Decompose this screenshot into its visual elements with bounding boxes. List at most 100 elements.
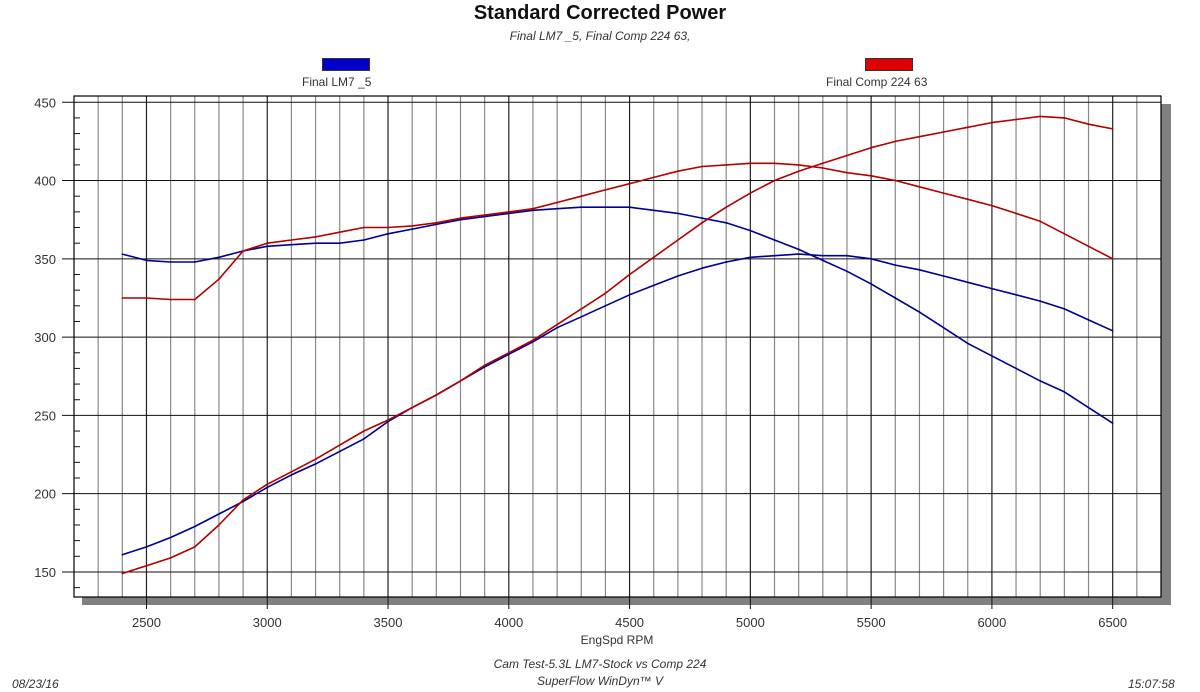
data-point [991, 204, 993, 207]
data-point [314, 236, 317, 238]
data-point [749, 256, 752, 259]
data-point [580, 195, 583, 197]
data-point [797, 170, 800, 172]
data-point [387, 419, 389, 421]
data-point [314, 458, 317, 461]
data-point [1015, 294, 1017, 296]
data-point [991, 121, 993, 124]
data-point [1039, 300, 1042, 302]
data-point [966, 198, 969, 201]
y-tick-label: 350 [34, 252, 56, 267]
plot-border [73, 95, 1162, 598]
legend-label-lm7: Final LM7 _5 [302, 75, 372, 89]
data-point [628, 182, 631, 185]
data-point [942, 192, 945, 194]
data-point [338, 242, 341, 244]
data-point [652, 209, 655, 212]
x-tick-label: 2500 [132, 615, 161, 630]
data-point [628, 273, 631, 276]
data-point [677, 170, 679, 172]
x-tick-label: 4500 [615, 615, 644, 630]
y-tick-label: 250 [34, 408, 56, 423]
data-point [169, 298, 172, 301]
data-point [363, 430, 365, 432]
footer-time: 15:07:58 [1128, 677, 1175, 691]
data-point [870, 175, 872, 177]
data-point [701, 217, 703, 219]
data-point [314, 242, 317, 244]
series-line-lm7-torque [122, 206, 1114, 424]
data-point [483, 215, 486, 218]
data-point [1039, 380, 1042, 382]
data-point [483, 364, 486, 367]
data-point [459, 218, 462, 221]
data-point [145, 546, 148, 548]
data-point [604, 189, 607, 191]
data-point [411, 225, 413, 227]
grid-lines [62, 96, 1161, 597]
data-point [1087, 406, 1090, 409]
legend-label-comp: Final Comp 224 63 [826, 75, 928, 89]
footer-date: 08/23/16 [12, 677, 59, 691]
data-point [677, 212, 679, 215]
data-point [604, 292, 607, 295]
series-line-lm7-power [122, 253, 1114, 556]
data-point [1063, 308, 1066, 310]
data-point [894, 297, 897, 299]
data-point [918, 135, 921, 138]
data-point [991, 287, 993, 290]
data-point [387, 232, 389, 235]
data-point [242, 499, 244, 501]
data-point [966, 342, 969, 345]
data-point [338, 231, 341, 234]
legend-swatch-comp [865, 58, 913, 71]
data-point [701, 165, 703, 168]
data-point [387, 226, 389, 229]
data-point [797, 248, 800, 251]
data-point [846, 254, 848, 257]
data-point [145, 259, 148, 262]
data-point [628, 206, 631, 208]
data-point [652, 176, 655, 179]
data-point [169, 261, 172, 263]
data-point [435, 394, 438, 396]
data-point [145, 297, 148, 299]
data-point [894, 179, 897, 182]
data-point [1111, 330, 1114, 332]
series-line-comp-power [122, 115, 1113, 575]
data-point [218, 513, 220, 515]
data-point [1039, 220, 1042, 223]
x-axis-label: EngSpd RPM [581, 633, 654, 647]
data-point [218, 278, 220, 280]
data-point [701, 222, 703, 224]
data-point [459, 217, 462, 219]
data-point [652, 256, 655, 259]
x-tick-label: 5500 [857, 615, 886, 630]
y-tick-label: 450 [34, 95, 56, 110]
data-point [121, 297, 124, 299]
data-point [773, 254, 776, 257]
data-point [1087, 245, 1090, 248]
data-point [290, 470, 293, 473]
data-point [580, 308, 583, 310]
data-point [290, 474, 293, 476]
data-point [604, 206, 607, 208]
data-point [363, 438, 365, 440]
data-point [242, 250, 244, 252]
data-point [556, 201, 558, 204]
data-point [725, 164, 727, 166]
data-point [1111, 258, 1114, 260]
data-point [266, 245, 269, 248]
data-point [918, 268, 921, 271]
data-point [411, 406, 413, 409]
data-point [266, 483, 269, 486]
chart-subtitle: Final LM7 _5, Final Comp 224 63, [509, 29, 691, 43]
footer-software: SuperFlow WinDyn™ V [537, 674, 663, 688]
data-point [314, 463, 317, 465]
data-point [1015, 212, 1017, 215]
data-point [725, 261, 727, 263]
data-point [749, 192, 752, 194]
data-point [290, 243, 293, 246]
data-point [1039, 115, 1042, 118]
